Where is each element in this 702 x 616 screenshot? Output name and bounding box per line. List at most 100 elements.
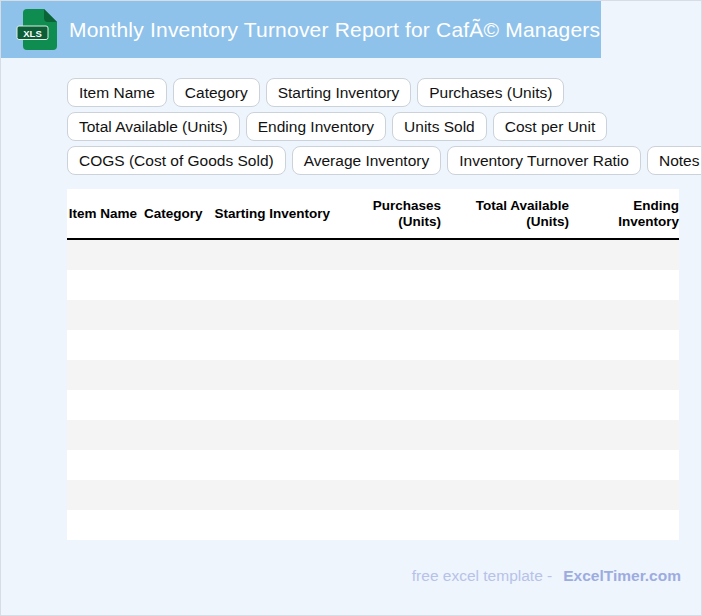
- page-title: Monthly Inventory Turnover Report for Ca…: [69, 18, 600, 42]
- table-cell: [212, 239, 330, 270]
- table-cell: [569, 270, 679, 300]
- table-row: [67, 270, 679, 300]
- table-cell: [67, 510, 137, 540]
- table-cell: [67, 390, 137, 420]
- table-row: [67, 480, 679, 510]
- chip-units-sold[interactable]: Units Sold: [392, 112, 487, 141]
- table-cell: [67, 270, 137, 300]
- chip-average-inventory[interactable]: Average Inventory: [292, 146, 442, 175]
- table-cell: [212, 450, 330, 480]
- chip-category[interactable]: Category: [173, 78, 260, 107]
- table-cell: [212, 360, 330, 390]
- table-cell: [569, 510, 679, 540]
- table-cell: [212, 270, 330, 300]
- table-cell: [137, 420, 212, 450]
- chip-purchases-units[interactable]: Purchases (Units): [417, 78, 564, 107]
- table-cell: [137, 330, 212, 360]
- table-cell: [569, 420, 679, 450]
- table-cell: [212, 420, 330, 450]
- table-cell: [212, 510, 330, 540]
- table-cell: [137, 390, 212, 420]
- table-cell: [67, 300, 137, 330]
- table-cell: [67, 450, 137, 480]
- inventory-table-card: Item Name Category Starting Inventory Pu…: [67, 189, 679, 540]
- chip-row-3: COGS (Cost of Goods Sold) Average Invent…: [67, 146, 702, 175]
- table-cell: [330, 239, 441, 270]
- table-cell: [569, 480, 679, 510]
- table-row: [67, 390, 679, 420]
- table-body: [67, 239, 679, 540]
- table-cell: [441, 480, 569, 510]
- table-cell: [441, 330, 569, 360]
- table-row: [67, 450, 679, 480]
- table-cell: [67, 480, 137, 510]
- footer-tagline: free excel template -: [412, 566, 552, 585]
- table-row: [67, 330, 679, 360]
- xls-file-icon: XLS: [17, 9, 57, 51]
- table-cell: [330, 510, 441, 540]
- chip-cogs[interactable]: COGS (Cost of Goods Sold): [67, 146, 286, 175]
- table-cell: [67, 239, 137, 270]
- table-cell: [330, 480, 441, 510]
- table-cell: [441, 300, 569, 330]
- chip-ending-inventory[interactable]: Ending Inventory: [246, 112, 386, 141]
- column-tag-chips: Item Name Category Starting Inventory Pu…: [67, 78, 702, 180]
- table-header-row: Item Name Category Starting Inventory Pu…: [67, 189, 679, 239]
- table-cell: [330, 270, 441, 300]
- table-cell: [330, 360, 441, 390]
- chip-starting-inventory[interactable]: Starting Inventory: [266, 78, 411, 107]
- table-cell: [330, 420, 441, 450]
- table-cell: [137, 450, 212, 480]
- table-cell: [212, 300, 330, 330]
- table-cell: [67, 420, 137, 450]
- table-cell: [137, 510, 212, 540]
- table-row: [67, 420, 679, 450]
- col-header-ending-inventory: Ending Inventory: [569, 189, 679, 239]
- table-cell: [441, 420, 569, 450]
- table-cell: [441, 450, 569, 480]
- table-cell: [330, 330, 441, 360]
- table-cell: [441, 510, 569, 540]
- table-cell: [137, 270, 212, 300]
- chip-cost-per-unit[interactable]: Cost per Unit: [493, 112, 607, 141]
- table-cell: [569, 360, 679, 390]
- chip-total-available-units[interactable]: Total Available (Units): [67, 112, 240, 141]
- col-header-starting-inventory: Starting Inventory: [212, 189, 330, 239]
- table-cell: [212, 390, 330, 420]
- table-cell: [67, 360, 137, 390]
- chip-notes[interactable]: Notes: [647, 146, 702, 175]
- table-cell: [569, 390, 679, 420]
- table-cell: [212, 480, 330, 510]
- table-cell: [441, 270, 569, 300]
- table-cell: [441, 239, 569, 270]
- table-cell: [330, 450, 441, 480]
- table-row: [67, 239, 679, 270]
- col-header-total-available-units: Total Available (Units): [441, 189, 569, 239]
- table-row: [67, 510, 679, 540]
- col-header-purchases-units: Purchases (Units): [330, 189, 441, 239]
- table-cell: [569, 450, 679, 480]
- chip-row-1: Item Name Category Starting Inventory Pu…: [67, 78, 702, 107]
- col-header-category: Category: [137, 189, 212, 239]
- table-cell: [212, 330, 330, 360]
- table-row: [67, 360, 679, 390]
- table-cell: [330, 300, 441, 330]
- table-cell: [441, 390, 569, 420]
- table-cell: [137, 300, 212, 330]
- chip-inventory-turnover-ratio[interactable]: Inventory Turnover Ratio: [447, 146, 641, 175]
- table-row: [67, 300, 679, 330]
- footer: free excel template - ExcelTimer.com: [412, 566, 681, 585]
- table-cell: [137, 480, 212, 510]
- chip-item-name[interactable]: Item Name: [67, 78, 167, 107]
- table-cell: [569, 300, 679, 330]
- table-cell: [569, 330, 679, 360]
- col-header-item-name: Item Name: [67, 189, 137, 239]
- table-cell: [137, 239, 212, 270]
- table-cell: [569, 239, 679, 270]
- inventory-table: Item Name Category Starting Inventory Pu…: [67, 189, 679, 540]
- table-cell: [67, 330, 137, 360]
- footer-brand-link[interactable]: ExcelTimer.com: [563, 566, 681, 585]
- table-cell: [330, 390, 441, 420]
- table-cell: [137, 360, 212, 390]
- chip-row-2: Total Available (Units) Ending Inventory…: [67, 112, 702, 141]
